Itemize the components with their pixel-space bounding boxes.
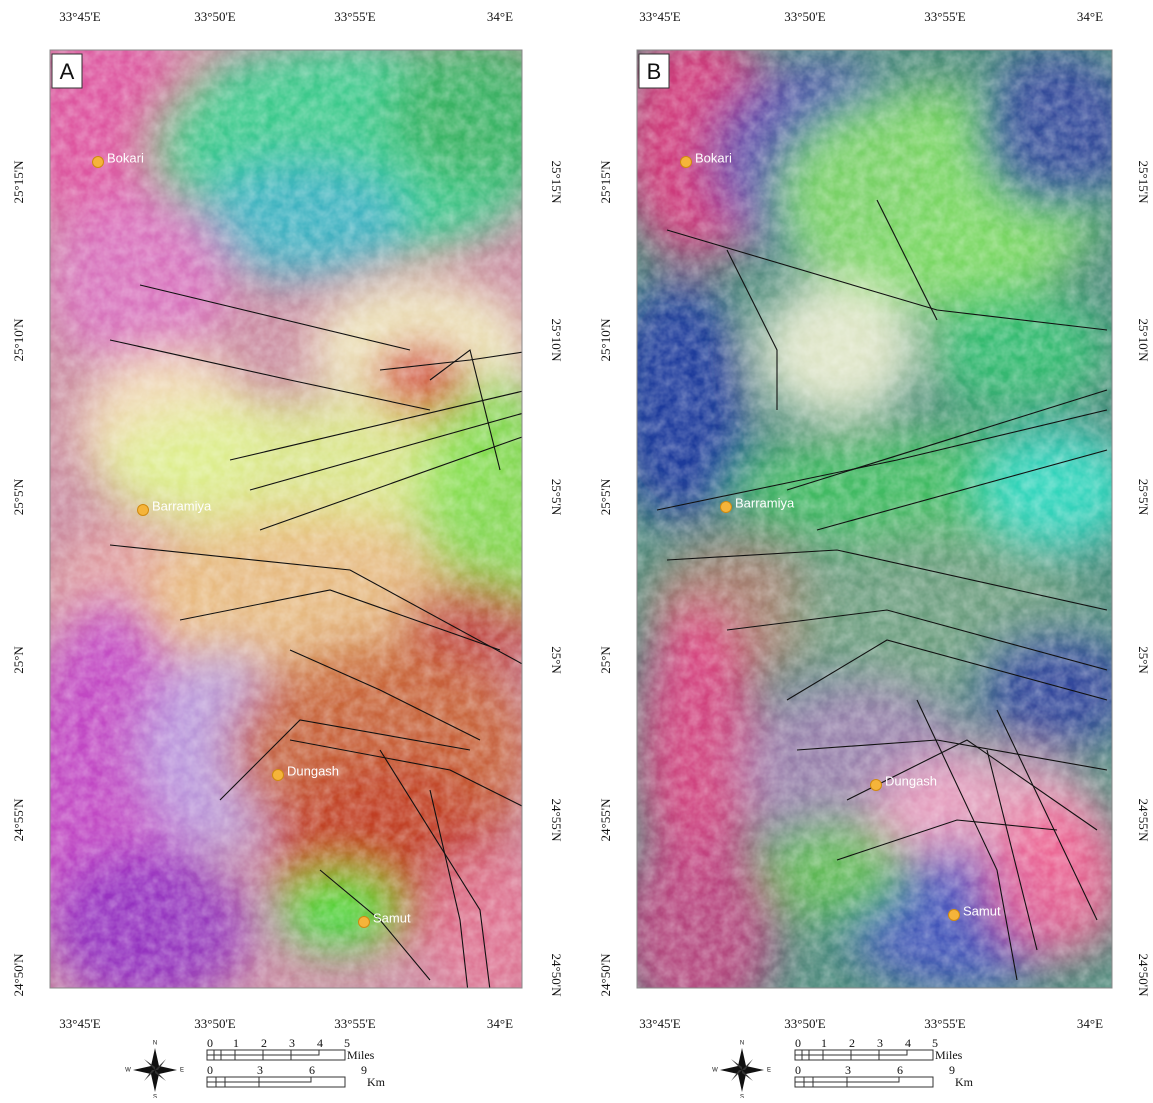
- longitude-label: 34°E: [487, 9, 513, 24]
- latitude-label: 24°50'N: [1136, 954, 1151, 998]
- place-name: Barramiya: [152, 498, 212, 513]
- scale-unit: Miles: [935, 1048, 963, 1062]
- latitude-label: 25°N: [549, 646, 564, 674]
- scale-label: 6: [897, 1063, 903, 1077]
- latitude-label: 25°5'N: [11, 478, 26, 515]
- texture: [50, 50, 522, 988]
- scale-label: 3: [289, 1036, 295, 1050]
- latitude-label: 25°10'N: [598, 318, 613, 362]
- panel-label: A: [60, 59, 75, 84]
- compass-letter: S: [740, 1095, 744, 1098]
- latitude-label: 25°15'N: [11, 160, 26, 204]
- latitude-label: 24°50'N: [549, 954, 564, 998]
- scale-unit: Miles: [347, 1048, 375, 1062]
- scale-label: 6: [309, 1063, 315, 1077]
- longitude-label: 33°45'E: [639, 1016, 681, 1031]
- latitude-label: 25°15'N: [1136, 161, 1151, 205]
- compass-letter: W: [125, 1068, 131, 1074]
- latitude-label: 25°N: [598, 646, 613, 674]
- scale-label: 0: [795, 1063, 801, 1077]
- latitude-label: 25°5'N: [598, 478, 613, 515]
- place-name: Bokari: [107, 150, 144, 165]
- place-name: Samut: [373, 910, 411, 925]
- longitude-label: 33°45'E: [59, 1016, 101, 1031]
- latitude-label: 25°15'N: [549, 161, 564, 205]
- compass-letter: N: [153, 1041, 157, 1047]
- scale-unit: Km: [367, 1075, 386, 1089]
- place-name: Dungash: [885, 773, 937, 788]
- scale-label: 0: [795, 1036, 801, 1050]
- compass-letter: S: [153, 1095, 157, 1098]
- place-marker: [681, 157, 692, 168]
- scale-label: 0: [207, 1063, 213, 1077]
- longitude-label: 34°E: [1077, 1016, 1103, 1031]
- scale-label: 2: [261, 1036, 267, 1050]
- place-name: Barramiya: [735, 495, 795, 510]
- latitude-label: 25°N: [11, 646, 26, 674]
- scale-label: 3: [877, 1036, 883, 1050]
- longitude-label: 33°55'E: [924, 9, 966, 24]
- place-marker: [871, 780, 882, 791]
- place-name: Samut: [963, 903, 1001, 918]
- place-marker: [721, 502, 732, 513]
- latitude-label: 25°5'N: [1136, 479, 1151, 516]
- scale-label: 1: [233, 1036, 239, 1050]
- longitude-label: 33°55'E: [334, 1016, 376, 1031]
- scale-label: 2: [849, 1036, 855, 1050]
- scale-label: 4: [317, 1036, 323, 1050]
- latitude-label: 24°55'N: [549, 799, 564, 843]
- map-image: [607, 20, 1137, 1030]
- map-image: [20, 20, 580, 1010]
- longitude-label: 33°50'E: [784, 1016, 826, 1031]
- compass-letter: W: [712, 1068, 718, 1074]
- latitude-label: 25°5'N: [549, 479, 564, 516]
- latitude-label: 24°50'N: [11, 953, 26, 997]
- place-marker: [93, 157, 104, 168]
- place-marker: [949, 910, 960, 921]
- latitude-label: 25°N: [1136, 646, 1151, 674]
- scale-label: 4: [905, 1036, 911, 1050]
- figure: A 33°45'E 33°50'E 33°55'E 34°E 33°45'E 33°50'E…: [0, 0, 1153, 1098]
- compass-letter: N: [740, 1041, 744, 1047]
- latitude-label: 24°55'N: [1136, 799, 1151, 843]
- place-name: Dungash: [287, 763, 339, 778]
- latitude-label: 24°55'N: [11, 798, 26, 842]
- longitude-label: 33°50'E: [194, 9, 236, 24]
- latitude-label: 25°10'N: [11, 318, 26, 362]
- latitude-label: 25°10'N: [1136, 319, 1151, 363]
- longitude-label: 34°E: [1077, 9, 1103, 24]
- scale-label: 3: [845, 1063, 851, 1077]
- latitude-label: 25°15'N: [598, 160, 613, 204]
- panel-label: B: [647, 59, 662, 84]
- compass-letter: E: [767, 1068, 771, 1074]
- longitude-label: 33°50'E: [194, 1016, 236, 1031]
- place-marker: [273, 770, 284, 781]
- scale-unit: Km: [955, 1075, 974, 1089]
- longitude-label: 33°55'E: [334, 9, 376, 24]
- compass-letter: E: [180, 1068, 184, 1074]
- place-name: Bokari: [695, 150, 732, 165]
- longitude-label: 33°45'E: [59, 9, 101, 24]
- longitude-label: 34°E: [487, 1016, 513, 1031]
- latitude-label: 24°55'N: [598, 798, 613, 842]
- scale-label: 3: [257, 1063, 263, 1077]
- longitude-label: 33°55'E: [924, 1016, 966, 1031]
- longitude-label: 33°50'E: [784, 9, 826, 24]
- latitude-label: 25°10'N: [549, 319, 564, 363]
- place-marker: [359, 917, 370, 928]
- place-marker: [138, 505, 149, 516]
- longitude-label: 33°45'E: [639, 9, 681, 24]
- scale-label: 0: [207, 1036, 213, 1050]
- latitude-label: 24°50'N: [598, 953, 613, 997]
- scale-label: 1: [821, 1036, 827, 1050]
